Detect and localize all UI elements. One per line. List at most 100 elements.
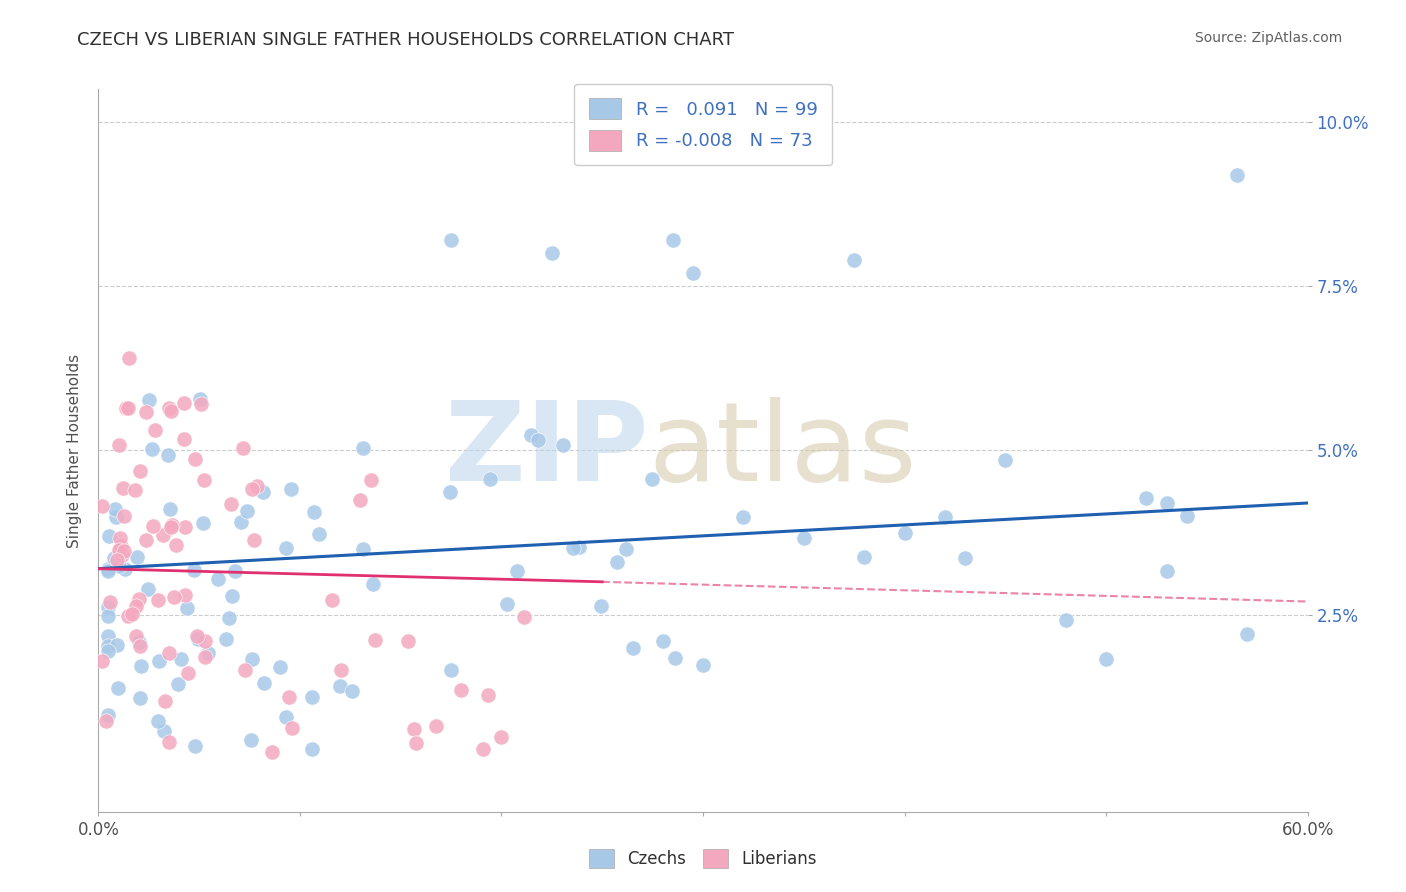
Point (97, 608, 120, 623)
Point (127, 550, 149, 565)
Point (135, 405, 157, 419)
Point (193, 473, 215, 487)
Point (664, 651, 686, 665)
Point (114, 562, 136, 576)
Point (176, 601, 198, 615)
Point (148, 714, 170, 728)
Point (174, 588, 197, 602)
Point (276, 541, 298, 555)
Point (169, 652, 191, 666)
Point (733, 510, 755, 524)
Point (651, 634, 673, 648)
Point (207, 572, 229, 586)
Point (231, 515, 253, 529)
Point (621, 640, 644, 655)
Point (269, 660, 291, 674)
Point (197, 646, 219, 660)
Point (1135, 491, 1157, 505)
Point (91, 499, 114, 513)
Point (252, 484, 274, 499)
Point (352, 441, 374, 455)
Point (1156, 496, 1178, 510)
Point (793, 531, 815, 545)
Point (276, 709, 298, 723)
Point (165, 538, 187, 552)
Point (893, 526, 915, 541)
Point (111, 481, 134, 495)
Point (157, 401, 180, 416)
Point (112, 509, 135, 524)
Point (160, 404, 183, 418)
Point (562, 541, 585, 556)
Point (471, 741, 494, 756)
Point (97, 639, 120, 653)
Point (477, 688, 499, 702)
Point (1095, 652, 1118, 666)
Point (167, 677, 190, 691)
Point (108, 558, 131, 573)
Point (844, 252, 866, 267)
Point (440, 664, 463, 678)
Point (568, 540, 591, 554)
Legend: R =   0.091   N = 99, R = -0.008   N = 73: R = 0.091 N = 99, R = -0.008 N = 73 (574, 84, 832, 165)
Point (110, 539, 132, 553)
Point (129, 658, 152, 673)
Point (159, 502, 181, 516)
Point (512, 610, 534, 624)
Point (321, 592, 343, 607)
Point (129, 691, 152, 706)
Point (361, 577, 384, 591)
Point (340, 683, 363, 698)
Point (183, 563, 205, 577)
Point (692, 657, 714, 672)
Point (97, 644, 120, 658)
Point (853, 549, 876, 564)
Point (280, 483, 302, 497)
Point (124, 483, 146, 498)
Point (138, 393, 160, 408)
Point (125, 629, 148, 643)
Point (440, 233, 463, 247)
Point (107, 681, 129, 696)
Point (1175, 509, 1198, 524)
Point (177, 666, 200, 681)
Point (551, 438, 574, 452)
Point (520, 427, 543, 442)
Point (184, 452, 207, 467)
Point (364, 633, 387, 648)
Point (224, 564, 246, 578)
Point (104, 509, 127, 524)
Point (118, 351, 141, 365)
Point (641, 472, 664, 486)
Point (108, 531, 131, 545)
Point (173, 396, 195, 410)
Point (329, 679, 352, 693)
Point (117, 608, 139, 623)
Point (146, 592, 169, 607)
Point (156, 448, 179, 462)
Point (1054, 613, 1077, 627)
Point (349, 493, 371, 508)
Point (143, 423, 166, 437)
Point (682, 266, 704, 280)
Point (97, 529, 120, 543)
Point (240, 483, 263, 497)
Point (157, 646, 180, 660)
Text: atlas: atlas (648, 397, 917, 504)
Point (260, 745, 283, 759)
Point (236, 504, 259, 518)
Point (215, 632, 238, 646)
Point (253, 675, 276, 690)
Point (246, 479, 269, 493)
Point (479, 472, 502, 486)
Point (301, 742, 323, 756)
Point (661, 233, 683, 247)
Point (108, 543, 131, 558)
Point (405, 736, 427, 750)
Legend: Czechs, Liberians: Czechs, Liberians (582, 843, 824, 875)
Point (103, 551, 125, 566)
Point (117, 401, 139, 415)
Point (240, 732, 263, 747)
Point (1236, 626, 1258, 640)
Point (97, 599, 120, 614)
